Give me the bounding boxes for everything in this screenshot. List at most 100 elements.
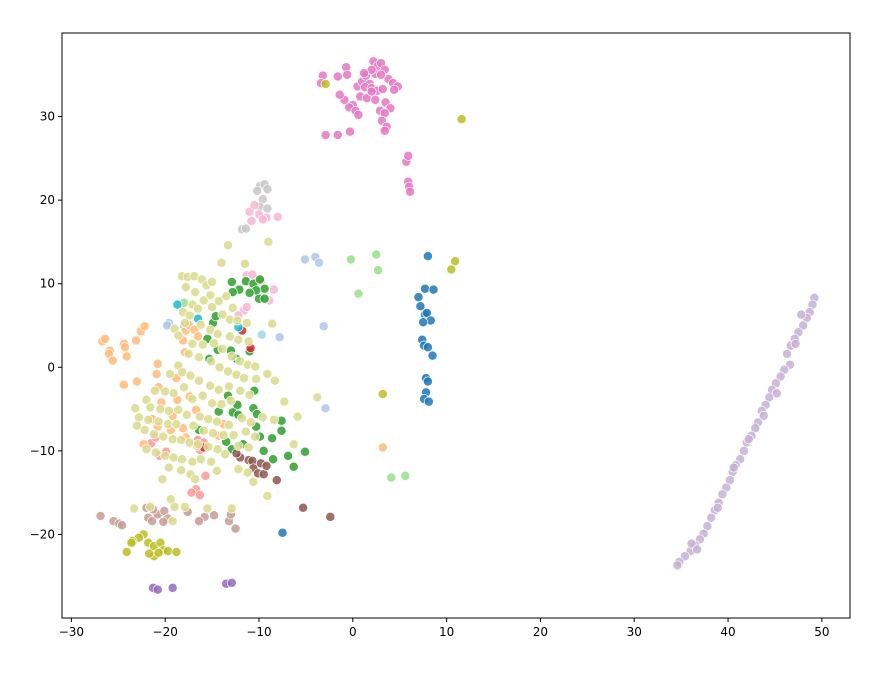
data-point [184, 310, 195, 321]
data-point [246, 216, 257, 226]
data-point [422, 342, 433, 353]
data-point [413, 292, 424, 303]
data-point [405, 186, 415, 197]
data-point [230, 523, 241, 534]
y-tick-label: 20 [40, 193, 55, 207]
data-point [153, 547, 164, 558]
x-tick-label: 30 [627, 625, 642, 639]
data-point [353, 288, 364, 299]
data-point [202, 503, 213, 514]
data-point [239, 258, 250, 269]
data-point [207, 277, 218, 287]
data-point [217, 343, 228, 354]
data-point [195, 319, 206, 330]
data-point [332, 71, 343, 82]
data-point [292, 411, 303, 422]
data-point [107, 355, 118, 366]
data-point [133, 412, 144, 423]
data-point [181, 409, 192, 420]
data-point [250, 361, 261, 372]
data-point [169, 501, 180, 512]
data-point [100, 333, 111, 344]
data-point [139, 321, 150, 332]
data-point [121, 351, 132, 362]
data-point [119, 342, 130, 353]
x-tick-label: 40 [720, 625, 735, 639]
x-tick-label: −20 [153, 625, 178, 639]
data-point [151, 369, 162, 379]
data-point [243, 442, 254, 453]
data-point [288, 439, 299, 450]
data-point [258, 469, 269, 480]
data-point [268, 454, 279, 465]
data-point [692, 544, 703, 555]
data-point [187, 456, 198, 467]
data-point [258, 445, 269, 456]
data-point [243, 336, 254, 347]
data-point [743, 434, 754, 445]
data-point [418, 317, 429, 328]
data-point [205, 380, 216, 391]
data-point [177, 454, 188, 465]
data-point [377, 442, 388, 453]
data-point [233, 440, 244, 451]
data-point [160, 450, 171, 461]
data-point [259, 283, 270, 294]
data-point [267, 318, 278, 329]
data-point [198, 425, 209, 436]
data-point [279, 396, 290, 407]
data-point [428, 284, 439, 295]
data-point [194, 490, 205, 501]
data-point [456, 114, 467, 125]
data-point [353, 109, 364, 120]
data-point [249, 200, 260, 211]
data-point [193, 439, 203, 450]
data-point [241, 318, 252, 328]
data-point [377, 389, 388, 399]
data-point [167, 582, 178, 593]
data-point [782, 348, 793, 359]
point-series-1 [121, 79, 467, 562]
data-point [359, 68, 370, 79]
point-series-15 [148, 577, 237, 595]
data-point [271, 475, 282, 486]
data-point [250, 431, 261, 442]
data-point [739, 445, 749, 456]
data-point [320, 79, 331, 89]
data-point [790, 338, 801, 349]
data-point [300, 254, 310, 265]
x-tick-label: 10 [439, 625, 454, 639]
data-point [252, 185, 263, 196]
data-point [158, 431, 169, 442]
data-point [386, 472, 397, 483]
data-point [168, 388, 179, 399]
data-point [320, 403, 331, 414]
data-point [376, 69, 386, 80]
data-point [163, 419, 173, 430]
data-point [257, 412, 268, 423]
data-point [187, 394, 198, 404]
x-tick-label: 20 [533, 625, 548, 639]
data-point [167, 434, 178, 445]
data-point [131, 335, 142, 346]
data-point [312, 392, 323, 403]
x-axis: −30 −20 −10 0 10 20 30 40 50 [59, 618, 829, 639]
data-point [728, 462, 739, 473]
data-point [269, 375, 280, 386]
data-point [121, 547, 132, 557]
data-point [403, 150, 414, 161]
data-point [163, 405, 174, 416]
data-point [345, 254, 356, 265]
data-point [152, 584, 163, 595]
x-tick-label: 0 [349, 625, 357, 639]
data-point [164, 369, 175, 379]
data-point [758, 410, 769, 421]
data-point [225, 395, 236, 406]
data-point [244, 389, 255, 400]
data-point [193, 303, 203, 314]
data-point [228, 430, 239, 440]
data-point [672, 560, 683, 571]
data-point [232, 315, 243, 326]
data-point [129, 503, 140, 514]
